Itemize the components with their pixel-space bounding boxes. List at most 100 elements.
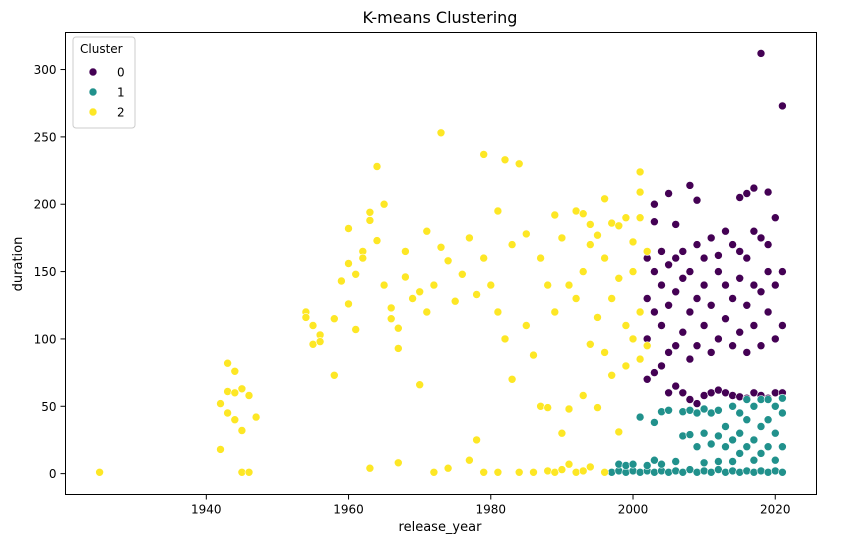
point-cluster-2	[578, 391, 588, 400]
point-cluster-2	[244, 467, 254, 477]
point-cluster-0	[671, 220, 681, 229]
point-cluster-0	[770, 334, 780, 344]
point-cluster-1	[699, 458, 709, 468]
point-cluster-2	[450, 296, 460, 306]
point-cluster-1	[607, 467, 617, 477]
point-cluster-2	[493, 206, 503, 216]
point-cluster-2	[635, 187, 645, 197]
point-cluster-0	[650, 199, 659, 209]
point-cluster-1	[763, 415, 773, 425]
point-cluster-0	[678, 247, 688, 256]
point-cluster-1	[664, 467, 673, 477]
point-cluster-2	[500, 334, 510, 344]
point-cluster-0	[657, 321, 666, 330]
point-cluster-2	[408, 294, 417, 303]
point-cluster-1	[714, 465, 723, 474]
point-cluster-1	[735, 408, 745, 418]
point-cluster-1	[770, 455, 780, 465]
point-cluster-1	[735, 428, 745, 438]
point-cluster-2	[600, 348, 609, 357]
point-cluster-2	[607, 370, 617, 380]
point-cluster-1	[685, 405, 695, 415]
point-cluster-2	[365, 216, 375, 225]
point-cluster-0	[749, 226, 759, 236]
point-cluster-1	[635, 467, 645, 477]
point-cluster-0	[671, 341, 681, 351]
data-points	[95, 49, 787, 477]
point-cluster-2	[95, 467, 104, 477]
point-cluster-1	[692, 442, 702, 452]
point-cluster-0	[749, 183, 759, 193]
point-cluster-2	[429, 467, 439, 477]
point-cluster-2	[443, 256, 453, 266]
point-cluster-2	[436, 128, 446, 138]
point-cluster-2	[550, 307, 560, 317]
y-tick-label: 0	[49, 467, 57, 481]
point-cluster-0	[642, 294, 652, 303]
point-cluster-1	[635, 412, 645, 422]
point-cluster-0	[735, 247, 745, 256]
point-cluster-0	[728, 294, 737, 303]
point-cluster-1	[699, 404, 709, 414]
point-cluster-1	[749, 401, 759, 411]
point-cluster-2	[472, 290, 481, 299]
point-cluster-0	[671, 287, 681, 297]
point-cluster-2	[578, 209, 588, 218]
point-cluster-1	[778, 442, 787, 452]
point-cluster-1	[692, 467, 702, 477]
point-cluster-1	[657, 407, 666, 417]
point-cluster-2	[557, 465, 567, 474]
point-cluster-0	[714, 251, 723, 260]
y-tick-label: 300	[34, 63, 57, 77]
point-cluster-0	[749, 321, 759, 330]
point-cluster-2	[642, 341, 652, 351]
point-cluster-0	[657, 361, 666, 371]
x-tick-label: 2000	[618, 503, 649, 517]
point-cluster-2	[251, 412, 261, 422]
point-cluster-2	[457, 269, 467, 279]
point-cluster-1	[650, 418, 659, 427]
point-cluster-2	[585, 220, 595, 229]
point-cluster-1	[763, 467, 773, 477]
point-cluster-0	[642, 374, 652, 384]
point-cluster-2	[216, 445, 225, 454]
point-cluster-0	[671, 381, 681, 391]
point-cluster-2	[628, 237, 638, 247]
point-cluster-2	[393, 458, 403, 468]
point-cluster-0	[721, 388, 730, 398]
point-cluster-2	[628, 267, 638, 276]
point-cluster-0	[699, 321, 709, 330]
point-cluster-1	[749, 467, 759, 477]
point-cluster-0	[749, 280, 759, 290]
point-cluster-2	[422, 226, 432, 236]
point-cluster-2	[564, 404, 574, 414]
point-cluster-1	[728, 466, 737, 476]
point-cluster-1	[685, 465, 695, 474]
point-cluster-2	[379, 199, 389, 209]
point-cluster-2	[614, 427, 624, 437]
y-tick-label: 150	[34, 265, 57, 279]
point-cluster-2	[216, 399, 225, 408]
point-cluster-2	[315, 337, 325, 346]
point-cluster-1	[678, 431, 688, 441]
point-cluster-2	[571, 294, 581, 303]
point-cluster-0	[699, 391, 709, 400]
point-cluster-1	[692, 408, 702, 418]
point-cluster-2	[564, 459, 574, 469]
point-cluster-1	[678, 467, 688, 477]
point-cluster-2	[614, 221, 624, 231]
point-cluster-0	[664, 348, 673, 357]
point-cluster-2	[237, 467, 247, 477]
point-cluster-2	[521, 229, 531, 239]
point-cluster-2	[465, 455, 474, 465]
y-tick-label: 50	[41, 400, 56, 414]
point-cluster-2	[507, 240, 517, 249]
point-cluster-1	[699, 466, 709, 476]
point-cluster-1	[671, 457, 681, 466]
x-tick-label: 1940	[191, 503, 222, 517]
y-tick-label: 250	[34, 130, 57, 144]
point-cluster-2	[386, 314, 396, 324]
point-cluster-2	[600, 253, 609, 263]
point-cluster-2	[479, 467, 489, 477]
